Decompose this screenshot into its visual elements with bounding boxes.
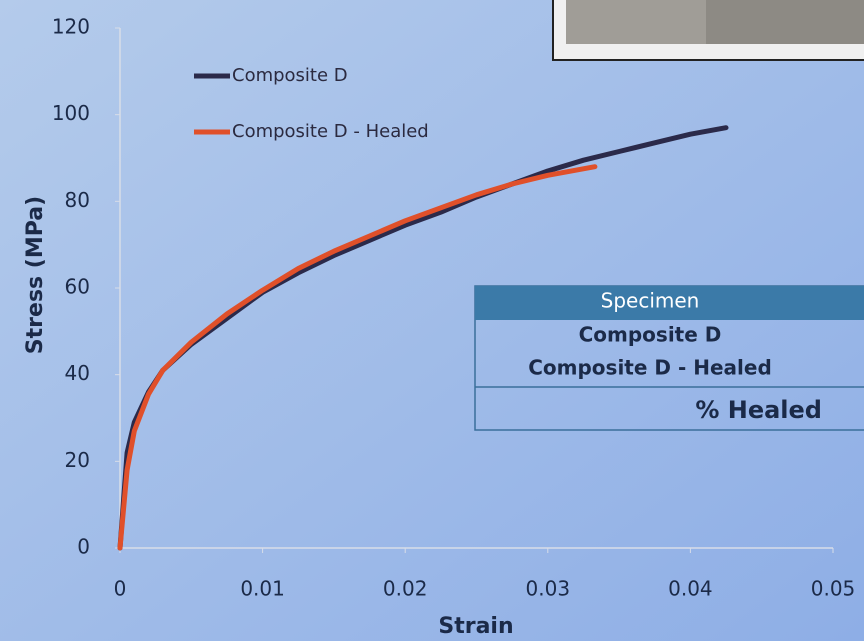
- y-tick-label: 80: [65, 188, 90, 212]
- data-table: Specimen Composite D Composite D - Heale…: [474, 285, 864, 431]
- x-tick-label: 0.01: [240, 577, 285, 601]
- series-line: [117, 164, 598, 551]
- x-tick-label: 0.05: [811, 577, 856, 601]
- y-tick-label: 100: [52, 101, 90, 125]
- x-tick-label: 0.02: [383, 577, 428, 601]
- y-tick-label: 0: [77, 535, 90, 559]
- table-cell: Composite D - Healed: [528, 356, 772, 380]
- legend-label: Composite D: [232, 65, 348, 86]
- table-header: Specimen: [601, 289, 700, 313]
- y-tick-label: 120: [52, 15, 90, 39]
- y-axis-title: Stress (MPa): [23, 196, 48, 354]
- y-tick-label: 40: [65, 361, 90, 385]
- x-tick-label: 0: [114, 577, 127, 601]
- x-axis-title: Strain: [438, 614, 513, 639]
- table-footer: % Healed: [695, 396, 822, 424]
- photo: [552, 0, 864, 61]
- x-tick-label: 0.04: [668, 577, 713, 601]
- table-cell: Composite D: [579, 323, 722, 347]
- legend-label: Composite D - Healed: [232, 121, 429, 142]
- y-tick-label: 20: [65, 448, 90, 472]
- x-tick-label: 0.03: [526, 577, 571, 601]
- y-tick-label: 60: [65, 275, 90, 299]
